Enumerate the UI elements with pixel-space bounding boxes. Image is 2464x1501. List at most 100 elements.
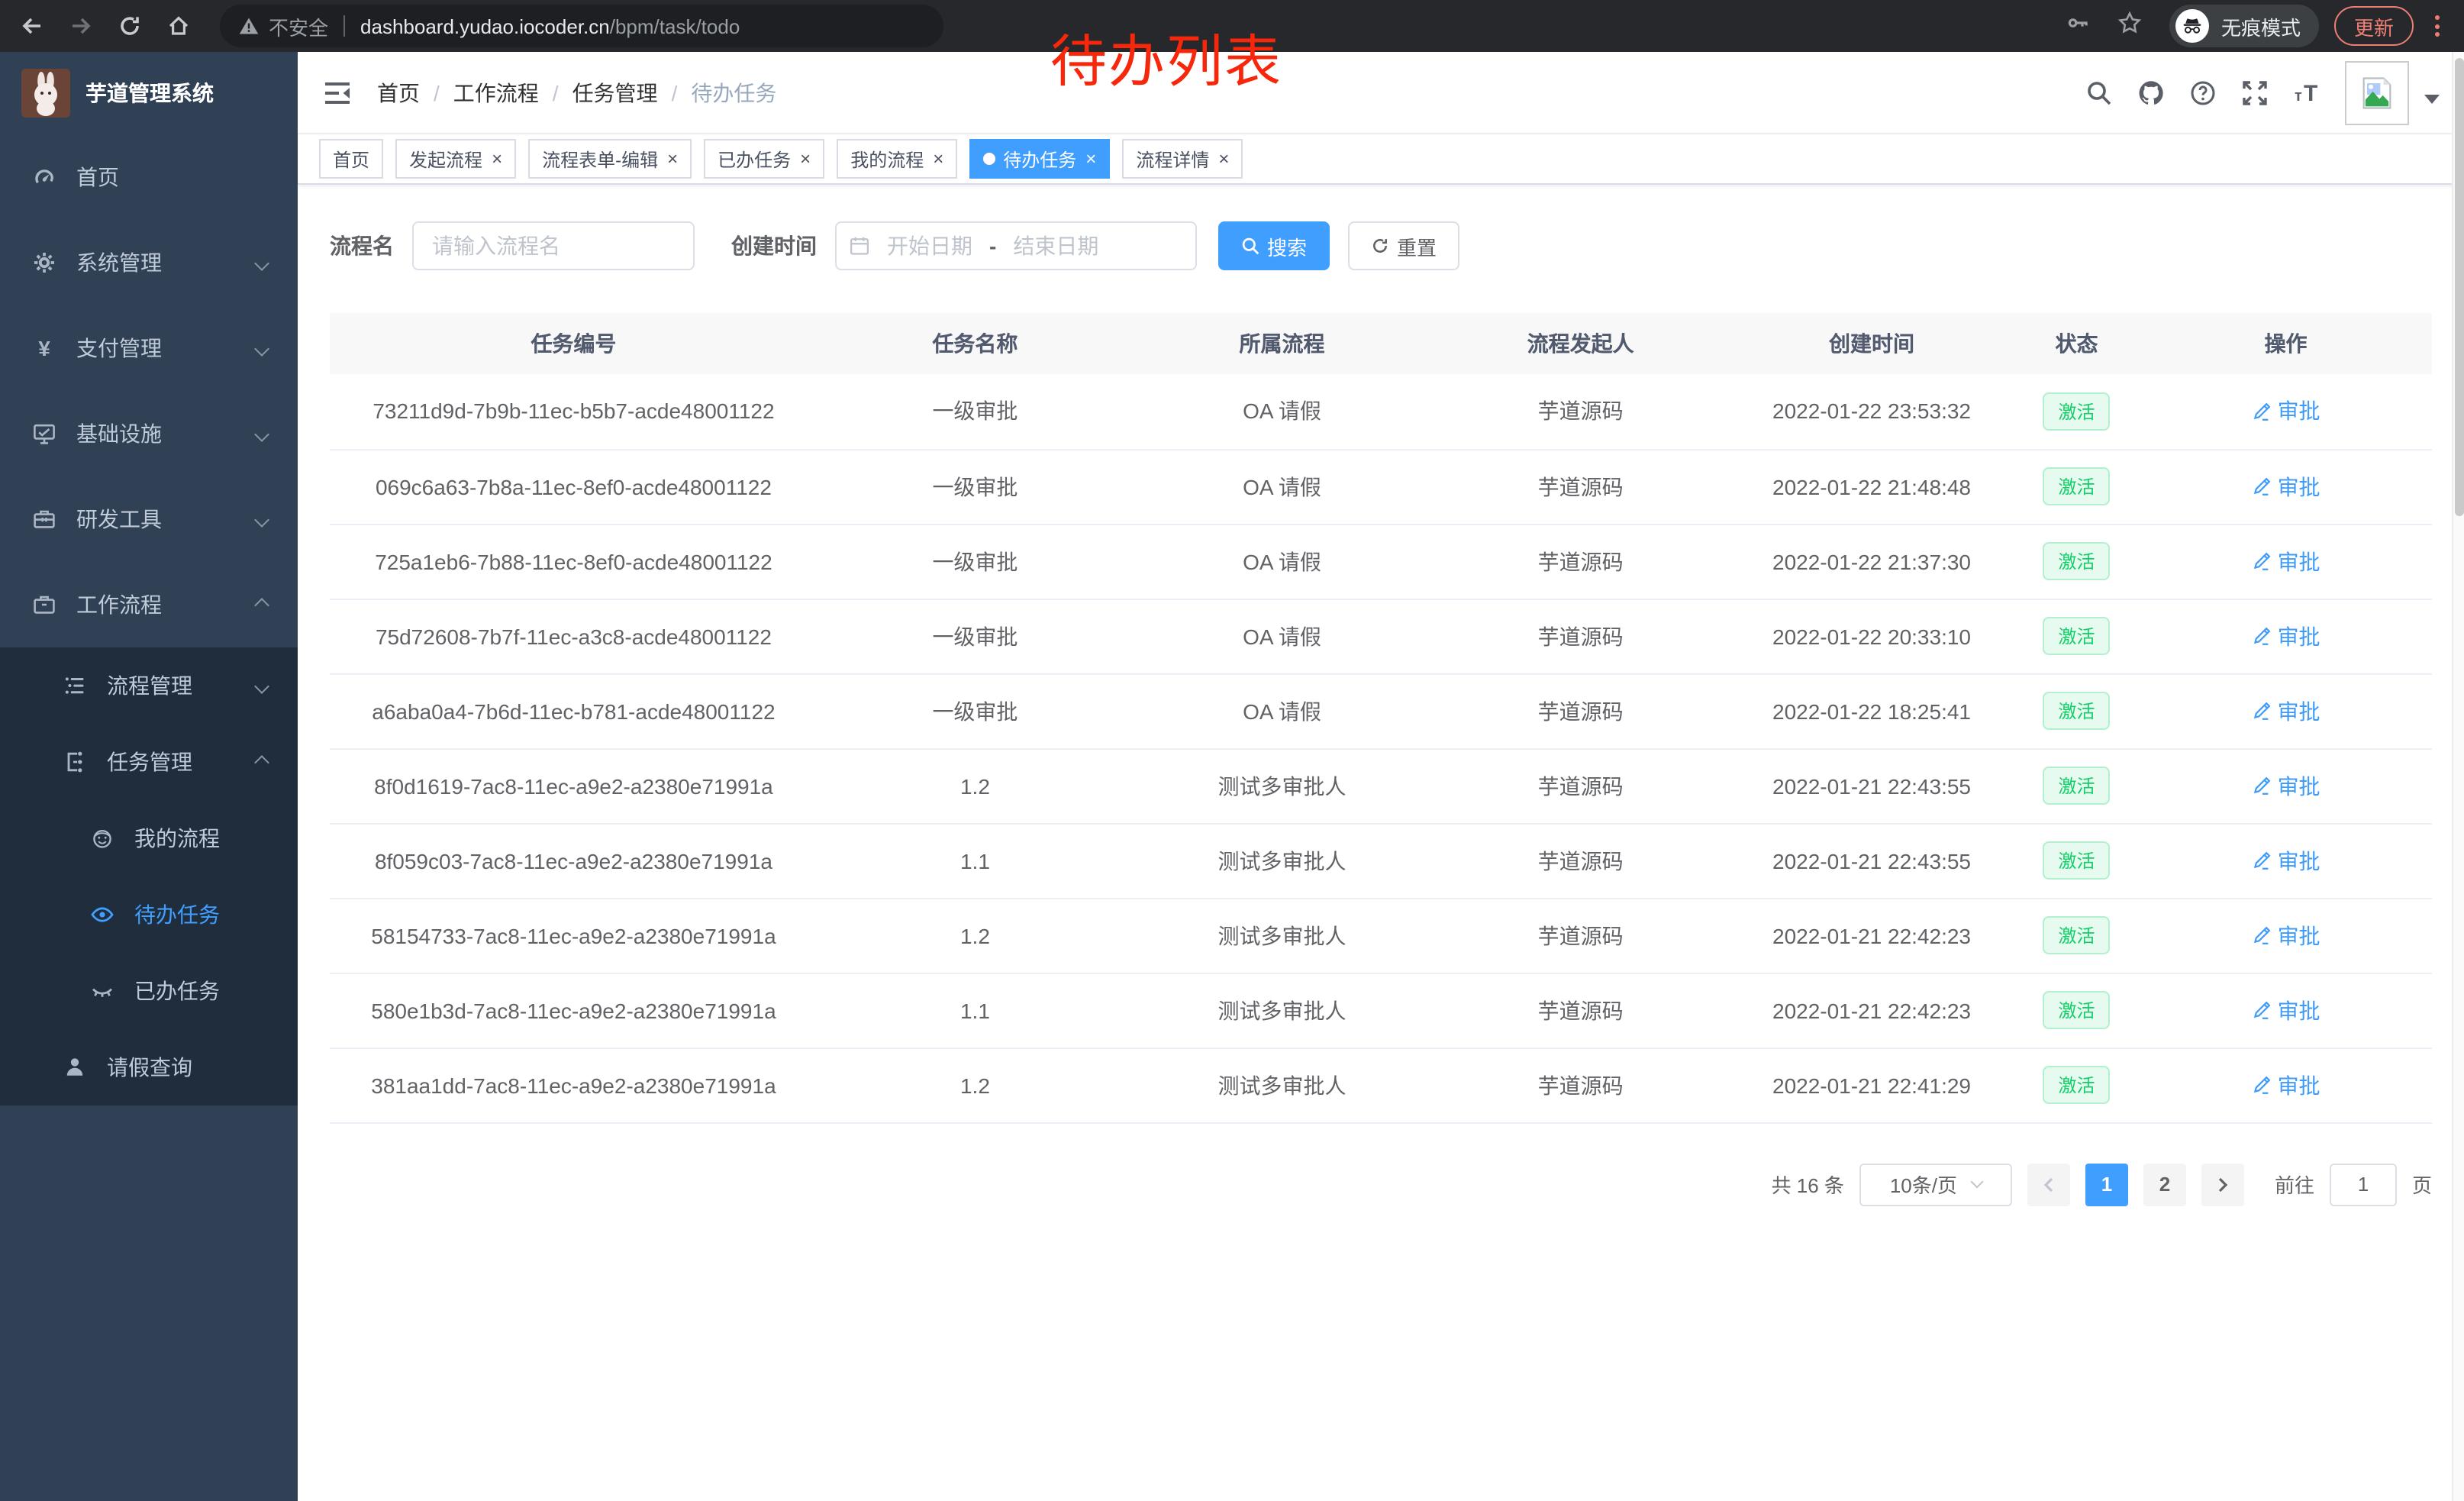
table-row: 75d72608-7b7f-11ec-a3c8-acde48001122 一级审批… — [330, 599, 2432, 674]
hamburger-icon[interactable] — [322, 77, 353, 108]
task-table: 任务编号 任务名称 所属流程 流程发起人 创建时间 状态 操作 73211d9d-7b9b-… — [330, 313, 2432, 1123]
fullscreen-icon[interactable] — [2238, 76, 2272, 109]
tab-流程详情[interactable]: 流程详情 × — [1122, 139, 1243, 179]
sidebar-item-eye[interactable]: 待办任务 — [0, 876, 298, 953]
reload-icon[interactable] — [113, 9, 147, 43]
search-button[interactable]: 搜索 — [1218, 221, 1330, 270]
sidebar-item-gauge[interactable]: 首页 — [0, 134, 298, 220]
approve-link[interactable]: 审批 — [2252, 396, 2320, 427]
tab-流程表单-编辑[interactable]: 流程表单-编辑 × — [528, 139, 692, 179]
table-row: 725a1eb6-7b88-11ec-8ef0-acde48001122 一级审批… — [330, 524, 2432, 599]
status-cell: 激活 — [2013, 898, 2140, 973]
eye-closed-icon — [89, 977, 116, 1005]
tab-已办任务[interactable]: 已办任务 × — [704, 139, 825, 179]
breadcrumb-item[interactable]: 首页 — [377, 80, 420, 105]
start-date-input[interactable] — [870, 234, 989, 258]
address-bar[interactable]: 不安全 dashboard.yudao.iocoder.cn/bpm/task/… — [220, 5, 943, 47]
close-icon[interactable]: × — [800, 148, 811, 169]
column-header: 流程发起人 — [1431, 313, 1730, 374]
sidebar-item-face[interactable]: 我的流程 — [0, 800, 298, 876]
date-range-picker[interactable]: - — [835, 221, 1197, 270]
approve-link[interactable]: 审批 — [2252, 845, 2320, 876]
close-icon[interactable]: × — [933, 148, 944, 169]
forward-icon[interactable] — [64, 9, 98, 43]
breadcrumb-item[interactable]: 任务管理 — [572, 80, 658, 105]
approve-link[interactable]: 审批 — [2252, 621, 2320, 651]
action-cell: 审批 — [2140, 374, 2432, 450]
table-row: a6aba0a4-7b6d-11ec-b781-acde48001122 一级审批… — [330, 673, 2432, 749]
page-scrollbar[interactable] — [2452, 52, 2464, 1501]
tab-label: 首页 — [333, 149, 370, 170]
status-cell: 激活 — [2013, 673, 2140, 749]
page-size-select[interactable]: 10条/页 — [1859, 1163, 2012, 1206]
create-time: 2022-01-22 20:33:10 — [1730, 599, 2014, 674]
close-icon[interactable]: × — [1218, 148, 1230, 169]
tab-首页[interactable]: 首页 — [319, 139, 384, 179]
goto-page-input[interactable] — [2329, 1163, 2397, 1206]
approve-link[interactable]: 审批 — [2252, 920, 2320, 951]
home-icon[interactable] — [162, 9, 195, 43]
sidebar-item-yen[interactable]: ¥ 支付管理 — [0, 305, 298, 391]
status-cell: 激活 — [2013, 973, 2140, 1048]
task-id: 381aa1dd-7ac8-11ec-a9e2-a2380e71991a — [330, 1047, 818, 1123]
tab-待办任务[interactable]: 待办任务 × — [969, 139, 1111, 179]
help-icon[interactable] — [2186, 76, 2220, 109]
edit-pen-icon — [2253, 1001, 2270, 1019]
sidebar-item-flow[interactable]: 任务管理 — [0, 724, 298, 800]
approve-link[interactable]: 审批 — [2252, 770, 2320, 801]
close-icon[interactable]: × — [1085, 148, 1097, 169]
breadcrumb-item[interactable]: 工作流程 — [453, 80, 539, 105]
tab-发起流程[interactable]: 发起流程 × — [395, 139, 517, 179]
column-header: 创建时间 — [1730, 313, 2014, 374]
tab-我的流程[interactable]: 我的流程 × — [837, 139, 958, 179]
approve-link[interactable]: 审批 — [2252, 696, 2320, 726]
prev-page-button[interactable] — [2027, 1163, 2070, 1206]
reset-button[interactable]: 重置 — [1348, 221, 1460, 270]
approve-label: 审批 — [2277, 923, 2320, 947]
approve-link[interactable]: 审批 — [2252, 1070, 2320, 1100]
logo-row[interactable]: 芋道管理系统 — [0, 52, 298, 134]
close-icon[interactable]: × — [667, 148, 679, 169]
update-button[interactable]: 更新 — [2333, 6, 2414, 46]
key-icon[interactable] — [2066, 11, 2096, 41]
next-page-button[interactable] — [2201, 1163, 2244, 1206]
browser-menu-icon[interactable] — [2426, 9, 2449, 43]
process-starter: 芋道源码 — [1431, 374, 1730, 450]
page-button-1[interactable]: 1 — [2085, 1163, 2128, 1206]
chevron-up-icon — [254, 754, 269, 770]
goto-unit: 页 — [2411, 1174, 2432, 1197]
chevron-up-icon — [254, 597, 269, 612]
process-name: 测试多审批人 — [1133, 1047, 1432, 1123]
back-icon[interactable] — [15, 9, 49, 43]
avatar[interactable] — [2345, 60, 2409, 124]
sidebar-item-tree[interactable]: 流程管理 — [0, 647, 298, 724]
process-name-input[interactable] — [412, 221, 695, 270]
sidebar-item-briefcase[interactable]: 工作流程 — [0, 562, 298, 647]
sidebar-item-label: 系统管理 — [76, 250, 162, 275]
action-cell: 审批 — [2140, 973, 2432, 1048]
action-cell: 审批 — [2140, 673, 2432, 749]
approve-link[interactable]: 审批 — [2252, 546, 2320, 576]
approve-link[interactable]: 审批 — [2252, 471, 2320, 502]
sidebar-item-toolbox[interactable]: 研发工具 — [0, 476, 298, 562]
sidebar-item-eye-closed[interactable]: 已办任务 — [0, 953, 298, 1029]
close-icon[interactable]: × — [492, 148, 503, 169]
sidebar-item-label: 任务管理 — [107, 750, 192, 774]
create-time: 2022-01-21 22:41:29 — [1730, 1047, 2014, 1123]
edit-pen-icon — [2253, 926, 2270, 944]
bookmark-star-icon[interactable] — [2117, 11, 2148, 41]
github-icon[interactable] — [2134, 76, 2168, 109]
status-cell: 激活 — [2013, 823, 2140, 899]
sidebar-item-monitor[interactable]: 基础设施 — [0, 391, 298, 476]
page-button-2[interactable]: 2 — [2143, 1163, 2186, 1206]
search-icon[interactable] — [2082, 76, 2116, 109]
process-starter: 芋道源码 — [1431, 449, 1730, 525]
approve-link[interactable]: 审批 — [2252, 995, 2320, 1025]
avatar-caret-icon[interactable] — [2424, 95, 2440, 111]
end-date-input[interactable] — [996, 234, 1116, 258]
sidebar-item-gear[interactable]: 系统管理 — [0, 220, 298, 305]
approve-label: 审批 — [2277, 624, 2320, 648]
sidebar-item-person[interactable]: 请假查询 — [0, 1029, 298, 1106]
table-row: 8f059c03-7ac8-11ec-a9e2-a2380e71991a 1.1 测… — [330, 823, 2432, 899]
